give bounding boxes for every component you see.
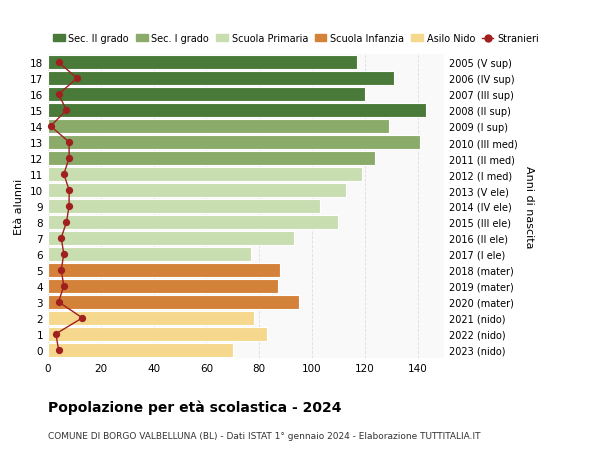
Bar <box>48 104 425 118</box>
Legend: Sec. II grado, Sec. I grado, Scuola Primaria, Scuola Infanzia, Asilo Nido, Stran: Sec. II grado, Sec. I grado, Scuola Prim… <box>53 34 539 44</box>
Point <box>62 107 71 115</box>
Bar <box>48 263 280 277</box>
Bar <box>48 200 320 213</box>
Bar <box>48 216 338 229</box>
Point <box>54 91 64 99</box>
Bar <box>48 168 362 181</box>
Point <box>56 235 66 242</box>
Bar <box>48 296 299 309</box>
Bar <box>48 184 346 197</box>
Point <box>56 267 66 274</box>
Point <box>54 347 64 354</box>
Point <box>46 123 55 130</box>
Bar <box>48 136 420 150</box>
Bar <box>48 280 278 293</box>
Y-axis label: Anni di nascita: Anni di nascita <box>524 165 534 248</box>
Bar <box>48 56 357 70</box>
Bar <box>48 88 365 102</box>
Point <box>64 139 74 146</box>
Bar <box>48 327 267 341</box>
Bar <box>48 232 293 245</box>
Bar <box>48 120 389 134</box>
Point <box>77 314 87 322</box>
Point <box>72 75 82 83</box>
Point <box>64 203 74 210</box>
Point <box>54 298 64 306</box>
Point <box>64 155 74 162</box>
Bar <box>48 152 376 166</box>
Point <box>62 219 71 226</box>
Bar <box>48 247 251 261</box>
Bar <box>48 72 394 86</box>
Bar <box>48 311 254 325</box>
Point <box>59 251 68 258</box>
Point <box>59 283 68 290</box>
Bar <box>48 343 233 357</box>
Point <box>54 59 64 67</box>
Point <box>64 187 74 194</box>
Text: COMUNE DI BORGO VALBELLUNA (BL) - Dati ISTAT 1° gennaio 2024 - Elaborazione TUTT: COMUNE DI BORGO VALBELLUNA (BL) - Dati I… <box>48 431 481 441</box>
Text: Popolazione per età scolastica - 2024: Popolazione per età scolastica - 2024 <box>48 399 341 414</box>
Point <box>59 171 68 179</box>
Point <box>51 330 61 338</box>
Y-axis label: Età alunni: Età alunni <box>14 179 25 235</box>
